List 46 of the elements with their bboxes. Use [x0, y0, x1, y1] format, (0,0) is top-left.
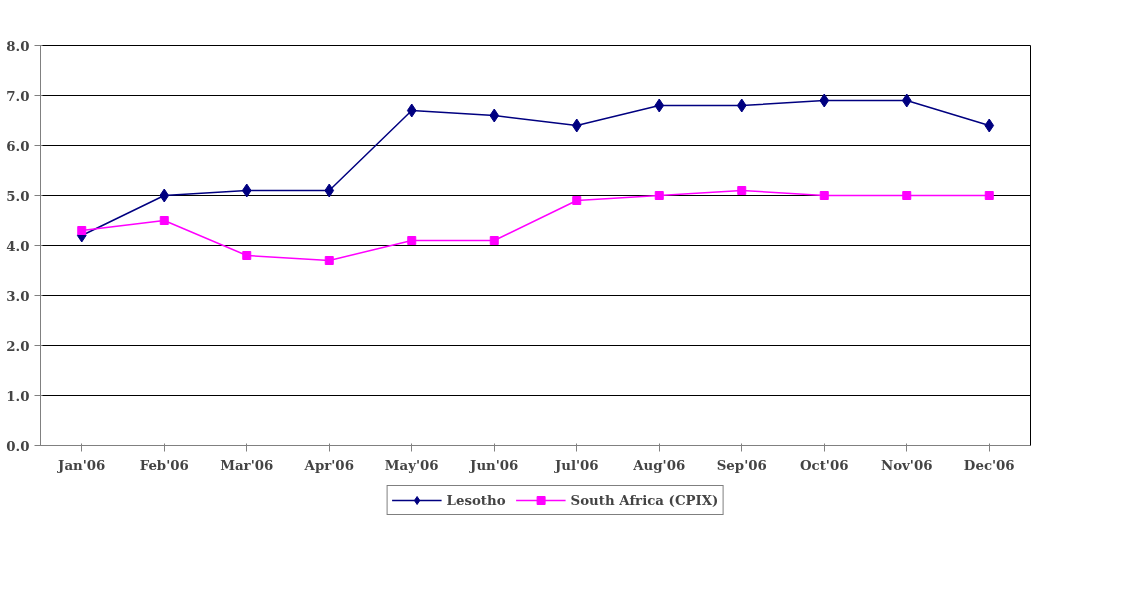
point [571, 118, 582, 133]
point [984, 118, 995, 133]
y-tick-label: 5.0 [6, 187, 30, 204]
y-tick-label: 2.0 [6, 337, 30, 354]
x-tick-label: Mar'06 [220, 456, 274, 473]
point [984, 191, 994, 200]
x-tick-label: Nov'06 [881, 456, 933, 473]
point [489, 236, 499, 245]
point [407, 236, 417, 245]
point [489, 108, 500, 123]
point [77, 226, 87, 235]
point [736, 98, 747, 113]
point [819, 93, 830, 108]
point [241, 183, 252, 198]
point [242, 251, 252, 260]
y-tick-label: 6.0 [6, 137, 30, 154]
point [902, 191, 912, 200]
point [572, 196, 582, 205]
x-tick-label: Sep'06 [716, 456, 767, 473]
x-tick-label: Jan'06 [57, 456, 106, 473]
legend-label: South Africa (CPIX) [570, 492, 719, 508]
legend-label: Lesotho [446, 492, 506, 508]
point [406, 103, 417, 118]
x-tick-label: Apr'06 [303, 456, 354, 473]
y-tick-label: 4.0 [6, 237, 30, 254]
y-tick-label: 7.0 [6, 87, 30, 104]
x-tick-label: Feb'06 [139, 456, 189, 473]
point [159, 188, 170, 203]
x-tick-label: Aug'06 [632, 456, 686, 473]
x-tick-label: May'06 [384, 456, 439, 473]
y-tick-label: 8.0 [6, 37, 30, 54]
point [737, 186, 747, 195]
x-tick-label: Jul'06 [553, 456, 599, 473]
point [324, 256, 334, 265]
x-tick-label: Jun'06 [469, 456, 519, 473]
y-tick-label: 1.0 [6, 387, 30, 404]
point [901, 93, 912, 108]
point [654, 98, 665, 113]
y-tick-label: 0.0 [6, 437, 30, 454]
x-tick-label: Oct'06 [800, 456, 849, 473]
point [654, 191, 664, 200]
point [324, 183, 335, 198]
point [159, 216, 169, 225]
y-tick-label: 3.0 [6, 287, 30, 304]
x-tick-label: Dec'06 [963, 456, 1015, 473]
point [819, 191, 829, 200]
